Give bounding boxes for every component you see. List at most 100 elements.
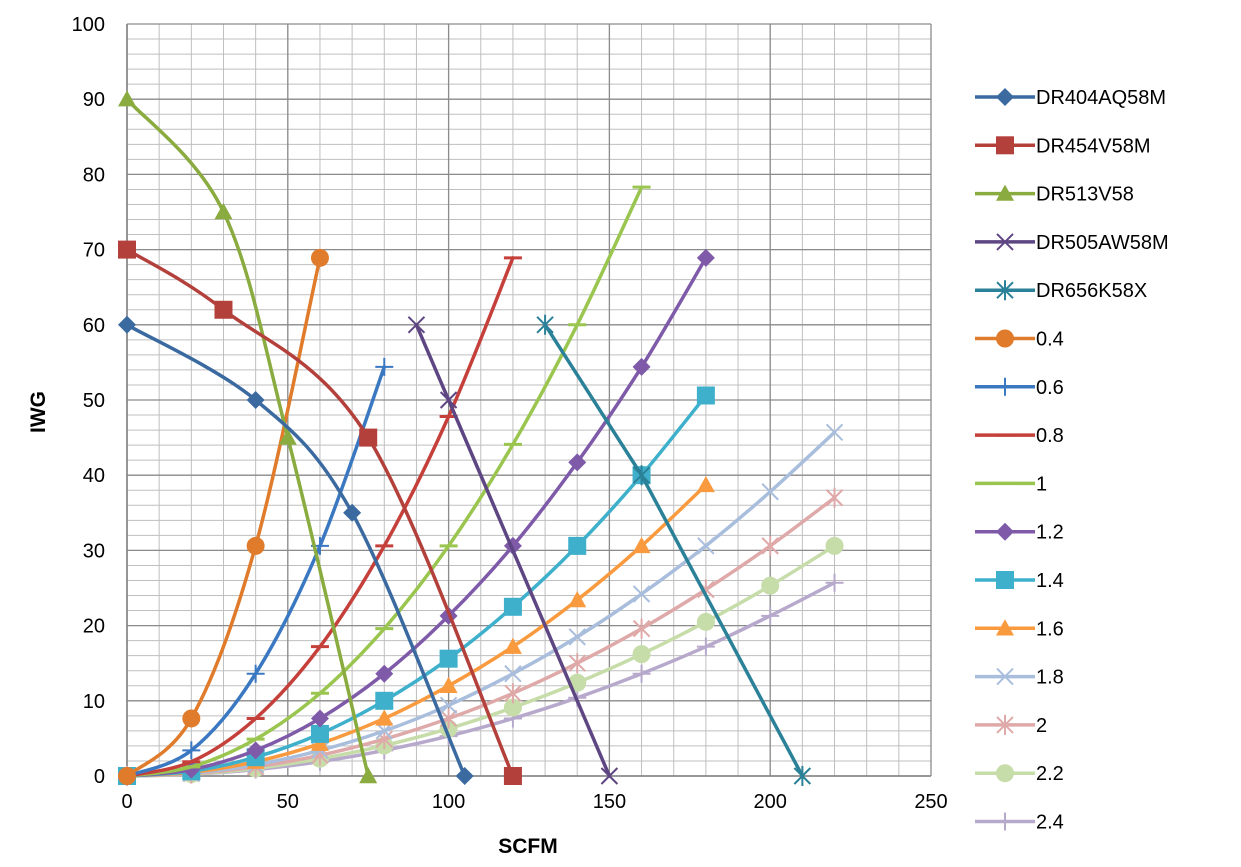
y-tick-label: 60	[83, 315, 105, 337]
data-point	[214, 300, 233, 319]
x-axis-title: SCFM	[498, 835, 558, 858]
data-point	[632, 664, 651, 683]
legend-item: DR656K58X	[975, 280, 1147, 302]
data-point	[504, 683, 522, 704]
data-point	[996, 280, 1014, 301]
series-1	[118, 185, 651, 778]
legend-label: DR404AQ58M	[1036, 87, 1166, 109]
series-1.2	[118, 248, 715, 785]
x-tick-label: 50	[277, 791, 299, 813]
data-point	[996, 233, 1014, 251]
legend-item: 1.4	[975, 570, 1064, 592]
y-tick-label: 70	[83, 240, 105, 262]
data-point	[697, 537, 715, 555]
data-point	[375, 709, 394, 726]
data-point	[632, 465, 651, 486]
data-point	[246, 741, 265, 760]
data-point	[996, 88, 1014, 106]
data-point	[439, 696, 458, 715]
legend-item: DR404AQ58M	[975, 87, 1166, 109]
legend-label: 2.2	[1036, 763, 1064, 785]
data-point	[118, 90, 136, 107]
data-point	[246, 536, 265, 555]
legend-label: 1.2	[1036, 522, 1064, 544]
legend-label: 0.6	[1036, 377, 1064, 399]
series-DR656K58X	[536, 314, 812, 786]
data-point	[696, 248, 715, 267]
data-point	[761, 535, 779, 556]
series-0.4	[118, 248, 329, 785]
legend-label: 0.4	[1036, 329, 1064, 351]
data-point	[793, 766, 812, 786]
data-point	[696, 637, 715, 656]
series-line	[125, 256, 515, 778]
y-tick-label: 20	[83, 616, 105, 638]
data-point	[568, 628, 586, 646]
series-line	[125, 97, 370, 778]
data-point	[996, 571, 1014, 589]
x-tick-label: 200	[754, 791, 787, 813]
data-point	[439, 676, 458, 693]
data-point	[568, 591, 587, 608]
data-point	[246, 664, 265, 683]
data-point	[568, 653, 586, 674]
data-point	[996, 667, 1014, 686]
series-line	[125, 256, 708, 778]
x-tick-label: 250	[914, 791, 947, 813]
data-point	[825, 487, 844, 508]
series-line	[125, 323, 467, 778]
data-point	[310, 248, 329, 267]
data-point	[761, 606, 780, 625]
y-tick-label: 30	[83, 540, 105, 562]
data-point	[503, 767, 522, 785]
data-point	[632, 536, 651, 554]
x-tick-label: 0	[121, 791, 132, 813]
data-point	[375, 357, 394, 376]
series-DR513V58	[118, 90, 378, 784]
data-point	[246, 391, 265, 409]
y-tick-label: 50	[83, 390, 105, 412]
data-point	[825, 536, 844, 555]
x-tick-label: 100	[432, 791, 465, 813]
data-point	[996, 812, 1014, 831]
data-point	[761, 483, 779, 501]
data-point	[407, 316, 426, 334]
data-point	[996, 714, 1014, 735]
data-point	[996, 764, 1014, 783]
data-point	[825, 423, 844, 442]
legend-item: DR454V58M	[975, 135, 1151, 157]
legend-item: 1.2	[975, 522, 1064, 544]
series-0.6	[118, 357, 394, 785]
data-point	[503, 597, 522, 616]
data-point	[118, 315, 136, 334]
data-point	[996, 377, 1014, 396]
y-tick-label: 80	[83, 164, 105, 186]
data-point	[632, 357, 651, 376]
data-point	[375, 664, 394, 683]
data-point	[632, 645, 651, 664]
series-DR505AW58M	[407, 316, 619, 785]
legend-item: 1.8	[975, 667, 1064, 689]
legend-item: 1.6	[975, 618, 1064, 640]
data-point	[214, 203, 233, 220]
y-tick-label: 10	[83, 691, 105, 713]
series-line	[125, 393, 708, 778]
data-point	[118, 767, 136, 785]
legend-label: 1.6	[1036, 618, 1064, 640]
data-point	[310, 709, 329, 728]
data-point	[761, 576, 780, 595]
data-point	[278, 428, 297, 445]
data-point	[359, 767, 378, 784]
series-line	[125, 247, 515, 778]
legend-label: DR505AW58M	[1036, 232, 1169, 254]
legend-item: 2.2	[975, 763, 1064, 785]
legend-label: DR656K58X	[1036, 280, 1147, 302]
y-tick-label: 90	[83, 89, 105, 111]
legend-item: 0.6	[975, 377, 1064, 399]
data-point	[503, 637, 522, 654]
data-point	[182, 741, 201, 760]
legend-label: 1.4	[1036, 570, 1064, 592]
legend-label: 2.4	[1036, 812, 1064, 834]
